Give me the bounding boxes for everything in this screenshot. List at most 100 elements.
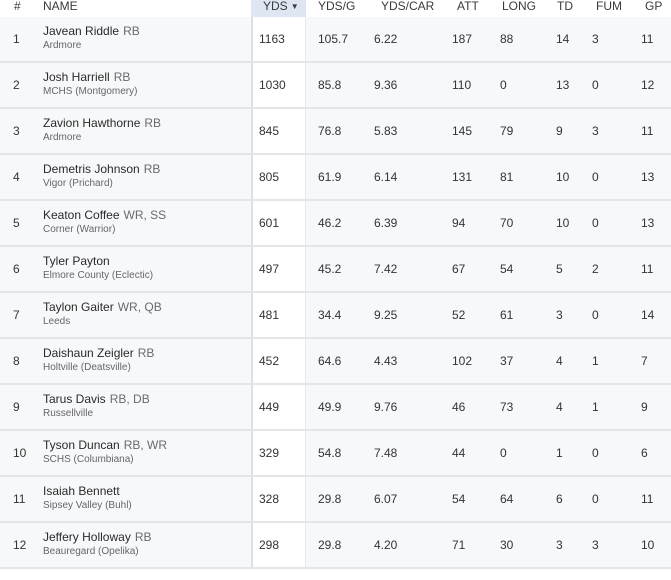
player-name[interactable]: Tyler Payton <box>43 254 110 268</box>
player-name[interactable]: Isaiah Bennett <box>43 484 120 498</box>
header-td[interactable]: TD <box>557 0 573 13</box>
player-school[interactable]: Corner (Warrior) <box>43 224 116 235</box>
yds-cell-value: 845 <box>259 124 280 138</box>
player-school[interactable]: Beauregard (Opelika) <box>43 546 139 557</box>
table-row[interactable]: 11 Isaiah Bennett Sipsey Valley (Buhl) 328 2… <box>0 477 671 523</box>
player-name[interactable]: Taylon Gaiter <box>43 300 114 314</box>
player-name-cell[interactable]: Taylon Gaiter WR, QB <box>43 300 162 314</box>
rank-cell: 3 <box>13 124 20 138</box>
yds-cell-value: 449 <box>259 400 280 414</box>
player-name[interactable]: Demetris Johnson <box>43 162 140 176</box>
player-school[interactable]: Russellville <box>43 408 94 419</box>
yds-per-game-cell: 49.9 <box>318 400 342 414</box>
player-name-cell[interactable]: Tarus Davis RB, DB <box>43 392 150 406</box>
player-school[interactable]: Leeds <box>43 316 71 327</box>
player-name-cell[interactable]: Keaton Coffee WR, SS <box>43 208 166 222</box>
long-cell: 79 <box>500 124 514 138</box>
player-name-cell[interactable]: Demetris Johnson RB <box>43 162 160 176</box>
yds-per-game-cell: 85.8 <box>318 78 342 92</box>
yds-cell-highlight <box>251 523 306 567</box>
header-att[interactable]: ATT <box>457 0 479 13</box>
player-position: WR, SS <box>123 208 167 222</box>
table-row[interactable]: 1 Javean Riddle RB Ardmore 1163 105.7 6.22 187 8… <box>0 17 671 63</box>
gp-cell: 12 <box>641 78 655 92</box>
player-name-cell[interactable]: Zavion Hawthorne RB <box>43 116 161 130</box>
player-name-cell[interactable]: Daishaun Zeigler RB <box>43 346 154 360</box>
table-row[interactable]: 7 Taylon Gaiter WR, QB Leeds 481 34.4 9.25 52 61… <box>0 293 671 339</box>
yds-cell-highlight <box>251 109 306 153</box>
rank-cell: 1 <box>13 32 20 46</box>
player-school[interactable]: SCHS (Columbiana) <box>43 454 134 465</box>
player-school[interactable]: Sipsey Valley (Buhl) <box>43 500 132 511</box>
player-name[interactable]: Josh Harriell <box>43 70 110 84</box>
table-row[interactable]: 4 Demetris Johnson RB Vigor (Prichard) 805 61… <box>0 155 671 201</box>
gp-cell: 11 <box>641 492 654 506</box>
player-school[interactable]: MCHS (Montgomery) <box>43 86 138 97</box>
player-school[interactable]: Holtville (Deatsville) <box>43 362 131 373</box>
yds-cell-value: 1163 <box>259 32 285 46</box>
long-cell: 70 <box>500 216 514 230</box>
header-name[interactable]: NAME <box>43 0 78 13</box>
att-cell: 71 <box>452 538 466 552</box>
player-name-cell[interactable]: Jeffery Holloway RB <box>43 530 152 544</box>
fum-cell: 2 <box>592 262 599 276</box>
header-long[interactable]: LONG <box>502 0 537 13</box>
player-school[interactable]: Ardmore <box>43 40 82 51</box>
table-row[interactable]: 9 Tarus Davis RB, DB Russellville 449 49.9 9.7… <box>0 385 671 431</box>
table-row[interactable]: 6 Tyler Payton Elmore County (Eclectic) 497… <box>0 247 671 293</box>
att-cell: 54 <box>452 492 466 506</box>
player-school[interactable]: Elmore County (Eclectic) <box>43 270 154 281</box>
fum-cell: 0 <box>592 170 599 184</box>
table-row[interactable]: 10 Tyson Duncan RB, WR SCHS (Columbiana) 329… <box>0 431 671 477</box>
player-name-cell[interactable]: Javean Riddle RB <box>43 24 140 38</box>
player-name-cell[interactable]: Tyson Duncan RB, WR <box>43 438 167 452</box>
player-name[interactable]: Tyson Duncan <box>43 438 120 452</box>
table-row[interactable]: 2 Josh Harriell RB MCHS (Montgomery) 1030 85.… <box>0 63 671 109</box>
yds-per-game-cell: 54.8 <box>318 446 342 460</box>
yds-per-carry-cell: 4.43 <box>374 354 398 368</box>
player-name-cell[interactable]: Josh Harriell RB <box>43 70 130 84</box>
rank-cell: 10 <box>13 446 27 460</box>
att-cell: 46 <box>452 400 466 414</box>
player-name[interactable]: Tarus Davis <box>43 392 106 406</box>
td-cell: 5 <box>556 262 563 276</box>
yds-per-game-cell: 64.6 <box>318 354 342 368</box>
rank-cell: 4 <box>13 170 20 184</box>
att-cell: 52 <box>452 308 466 322</box>
td-cell: 4 <box>556 400 563 414</box>
long-cell: 0 <box>500 78 507 92</box>
header-yds-per-carry[interactable]: YDS/CAR <box>381 0 435 13</box>
yds-header-highlight <box>251 0 306 17</box>
header-yds-per-game[interactable]: YDS/G <box>318 0 356 13</box>
table-row[interactable]: 12 Jeffery Holloway RB Beauregard (Opelika)… <box>0 523 671 569</box>
player-name-cell[interactable]: Tyler Payton <box>43 254 114 268</box>
gp-cell: 7 <box>641 354 648 368</box>
long-cell: 88 <box>500 32 514 46</box>
rank-cell: 12 <box>13 538 27 552</box>
table-row[interactable]: 3 Zavion Hawthorne RB Ardmore 845 76.8 5.83 145… <box>0 109 671 155</box>
yds-cell-highlight <box>251 385 306 429</box>
header-gp[interactable]: GP <box>645 0 663 13</box>
att-cell: 145 <box>452 124 473 138</box>
player-name[interactable]: Daishaun Zeigler <box>43 346 134 360</box>
player-name[interactable]: Zavion Hawthorne <box>43 116 141 130</box>
header-rank[interactable]: # <box>14 0 21 13</box>
long-cell: 81 <box>500 170 514 184</box>
player-school[interactable]: Vigor (Prichard) <box>43 178 113 189</box>
fum-cell: 3 <box>592 124 599 138</box>
header-fum[interactable]: FUM <box>596 0 622 13</box>
table-header-row: # NAME YDS ▼ YDS/G YDS/CAR ATT LONG TD FU… <box>0 0 671 17</box>
table-row[interactable]: 5 Keaton Coffee WR, SS Corner (Warrior) 601 4… <box>0 201 671 247</box>
header-yds[interactable]: YDS ▼ <box>263 0 299 13</box>
yds-cell-value: 601 <box>259 216 280 230</box>
gp-cell: 11 <box>641 262 654 276</box>
player-position: RB <box>134 530 152 544</box>
player-name[interactable]: Keaton Coffee <box>43 208 120 222</box>
table-row[interactable]: 8 Daishaun Zeigler RB Holtville (Deatsville… <box>0 339 671 385</box>
player-name[interactable]: Jeffery Holloway <box>43 530 131 544</box>
player-name-cell[interactable]: Isaiah Bennett <box>43 484 124 498</box>
yds-cell-value: 481 <box>259 308 280 322</box>
player-school[interactable]: Ardmore <box>43 132 82 143</box>
player-position: RB, WR <box>123 438 168 452</box>
player-name[interactable]: Javean Riddle <box>43 24 120 38</box>
